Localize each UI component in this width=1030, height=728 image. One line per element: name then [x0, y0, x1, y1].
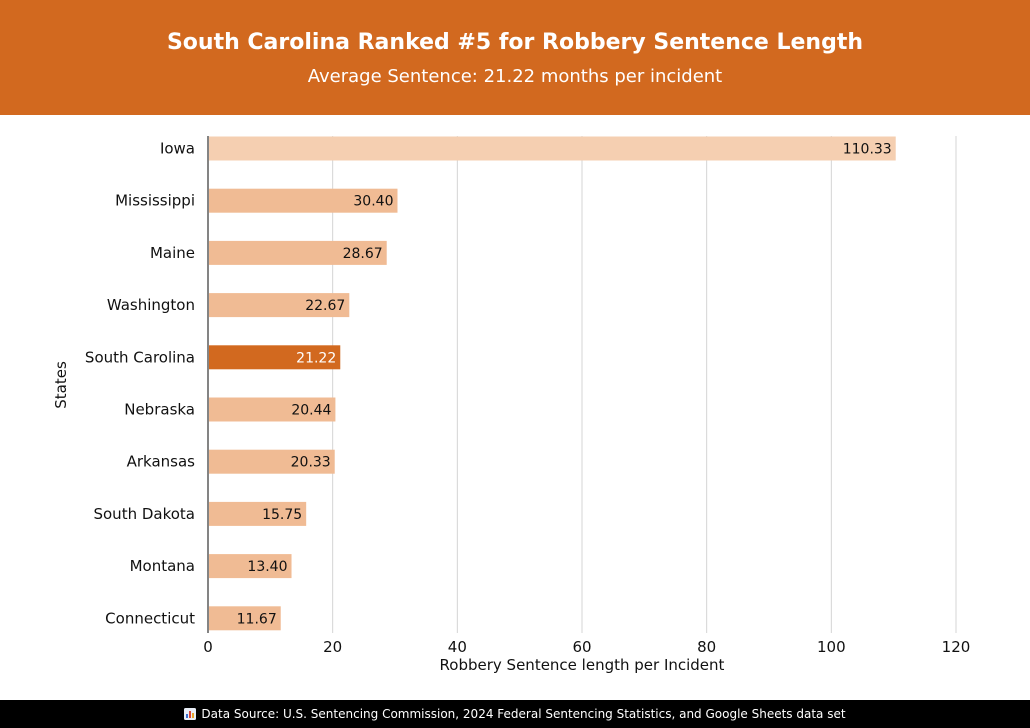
data-label: 15.75	[262, 507, 302, 523]
bar	[209, 188, 398, 213]
bar	[209, 501, 307, 526]
x-tick-label: 120	[942, 638, 971, 656]
category-label: Iowa	[160, 140, 195, 158]
category-label: Nebraska	[124, 401, 195, 419]
data-label: 30.40	[353, 194, 393, 210]
data-label: 110.33	[843, 142, 892, 158]
x-tick-label: 0	[203, 638, 213, 656]
data-source-footer: Data Source: U.S. Sentencing Commission,…	[0, 700, 1030, 728]
gridlines	[207, 136, 957, 633]
bar	[209, 397, 336, 422]
category-label: South Dakota	[93, 505, 195, 523]
data-source-text: Data Source: U.S. Sentencing Commission,…	[201, 707, 846, 721]
bar	[209, 345, 341, 370]
bar-chart-icon	[184, 708, 197, 720]
x-axis-label: Robbery Sentence length per Incident	[440, 656, 725, 674]
bar	[209, 240, 387, 265]
chart-area: 110.33 30.40 28.67 22.67 21.22 20.44 20.33 15.7…	[0, 115, 1030, 700]
category-labels: Iowa Mississippi Maine Washington South Caro…	[85, 140, 195, 628]
x-tick-label: 60	[572, 638, 591, 656]
chart-header: South Carolina Ranked #5 for Robbery Sen…	[0, 0, 1030, 115]
category-label: Montana	[130, 557, 195, 575]
bars: 110.33 30.40 28.67 22.67 21.22 20.44 20.33 15.7…	[209, 136, 896, 631]
category-label: Arkansas	[127, 453, 196, 471]
y-axis-label: States	[52, 361, 70, 409]
data-label: 28.67	[343, 246, 383, 262]
category-label: Maine	[150, 244, 195, 262]
category-label: Mississippi	[115, 192, 195, 210]
bar	[209, 449, 335, 474]
x-tick-label: 20	[323, 638, 342, 656]
x-tick-label: 80	[697, 638, 716, 656]
x-tick-label: 100	[817, 638, 846, 656]
data-label: 13.40	[247, 559, 287, 575]
chart-subtitle: Average Sentence: 21.22 months per incid…	[307, 66, 723, 87]
category-label: Connecticut	[105, 609, 195, 627]
data-label: 11.67	[237, 611, 277, 627]
category-label: South Carolina	[85, 348, 195, 366]
data-label: 20.33	[291, 455, 331, 471]
bar	[209, 606, 281, 631]
bar-chart: 110.33 30.40 28.67 22.67 21.22 20.44 20.33 15.7…	[52, 136, 970, 674]
bar	[209, 293, 350, 318]
bar	[209, 554, 292, 579]
data-label: 20.44	[291, 403, 331, 419]
bar	[209, 136, 896, 161]
x-ticks: 0 20 40 60 80 100 120	[203, 638, 970, 656]
chart-title: South Carolina Ranked #5 for Robbery Sen…	[166, 30, 864, 55]
category-label: Washington	[107, 296, 195, 314]
x-tick-label: 40	[448, 638, 467, 656]
data-label: 21.22	[296, 350, 336, 366]
data-label: 22.67	[305, 298, 345, 314]
